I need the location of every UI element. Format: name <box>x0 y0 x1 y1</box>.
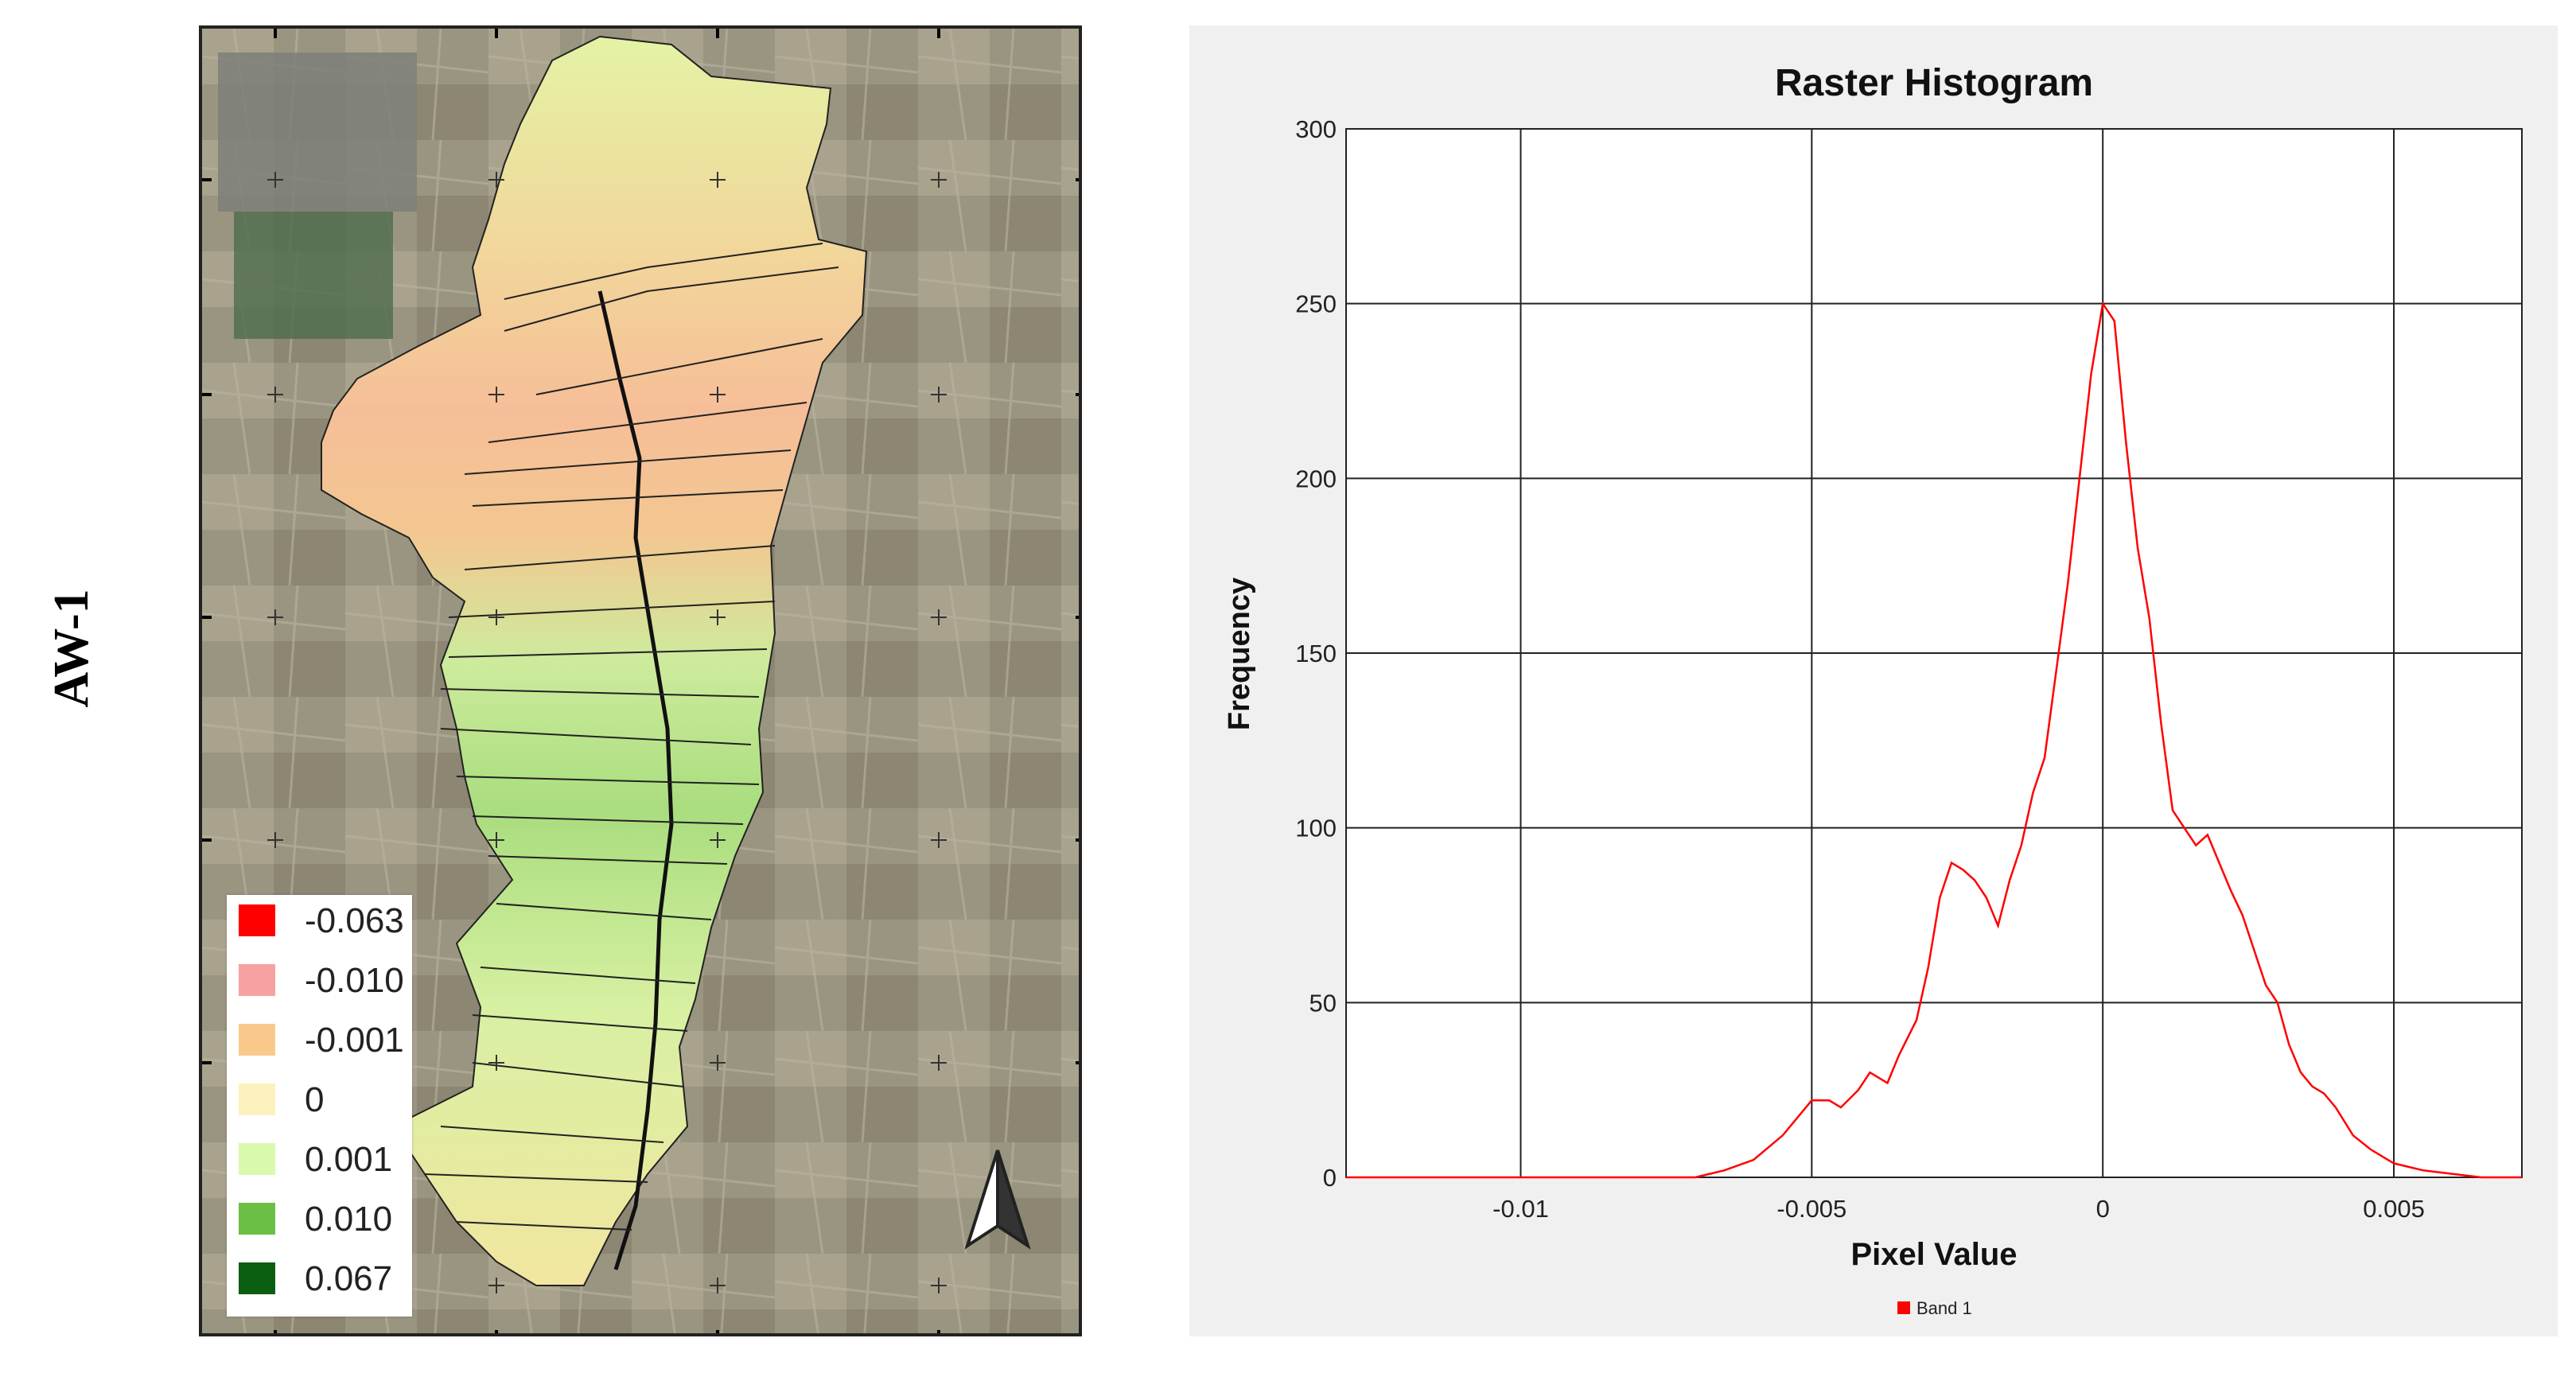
stream-line <box>597 290 674 1270</box>
x-tick-label: 0 <box>2096 1195 2110 1223</box>
x-tick-label: -0.01 <box>1492 1195 1549 1223</box>
y-tick-label: 200 <box>1295 465 1337 492</box>
legend-label: 0 <box>305 1080 325 1119</box>
legend-item: 0.067 <box>235 1253 412 1302</box>
legend-label: -0.001 <box>305 1021 404 1060</box>
chart-legend: Band 1 <box>1897 1298 1972 1318</box>
north-arrow-icon <box>964 1149 1031 1250</box>
legend-swatch <box>239 904 275 936</box>
y-tick-label: 100 <box>1295 815 1337 842</box>
y-tick-label: 0 <box>1323 1164 1337 1192</box>
chart-title: Raster Histogram <box>1775 62 2093 104</box>
legend-item: -0.010 <box>235 955 412 1004</box>
x-axis-label: Pixel Value <box>1850 1237 2017 1272</box>
x-tick-label: -0.005 <box>1776 1195 1846 1223</box>
y-tick-label: 300 <box>1295 115 1337 143</box>
legend-swatch-band-1 <box>1897 1301 1910 1314</box>
histogram-chart: Raster Histogram 0 50 100 150 200 250 300 -0.0… <box>1223 62 2523 1318</box>
map-frame-ticks <box>202 29 1079 1333</box>
histogram-panel: Raster Histogram 0 50 100 150 200 250 300 -0.0… <box>1189 25 2558 1336</box>
legend-swatch <box>239 1262 275 1294</box>
legend-label: -0.010 <box>305 961 404 1000</box>
legend-swatch <box>239 1024 275 1056</box>
legend-label: 0.067 <box>305 1259 393 1298</box>
legend-item: 0 <box>235 1074 412 1123</box>
x-axis-ticks: -0.01 -0.005 0 0.005 <box>1492 1195 2425 1223</box>
legend-label: 0.010 <box>305 1200 393 1239</box>
legend-item: -0.063 <box>235 895 412 944</box>
legend-label-band-1: Band 1 <box>1916 1298 1972 1318</box>
legend-swatch <box>239 1203 275 1235</box>
urban-area <box>218 53 417 212</box>
series-line-band-1 <box>1346 301 2522 1179</box>
legend-swatch <box>239 1083 275 1115</box>
legend-label: -0.063 <box>305 901 404 940</box>
legend-item: -0.001 <box>235 1014 412 1064</box>
y-axis-ticks: 0 50 100 150 200 250 300 <box>1295 115 1337 1192</box>
row-label-text: AW-1 <box>45 589 99 707</box>
y-tick-label: 150 <box>1295 640 1337 667</box>
legend-swatch <box>239 1143 275 1175</box>
legend-label: 0.001 <box>305 1140 393 1179</box>
parcel-boundaries <box>424 243 839 1231</box>
vegetation-area <box>234 212 393 339</box>
map-legend: -0.063 -0.010 -0.001 0 0.001 0.010 0.067 <box>227 895 412 1317</box>
y-axis-label: Frequency <box>1223 578 1256 730</box>
row-label: AW-1 <box>16 509 135 788</box>
legend-item: 0.001 <box>235 1134 412 1183</box>
y-tick-label: 50 <box>1309 989 1337 1017</box>
y-tick-label: 250 <box>1295 290 1337 318</box>
x-tick-label: 0.005 <box>2363 1195 2425 1223</box>
legend-item: 0.010 <box>235 1193 412 1243</box>
legend-swatch <box>239 964 275 996</box>
map-grid-crosses <box>267 172 947 1293</box>
